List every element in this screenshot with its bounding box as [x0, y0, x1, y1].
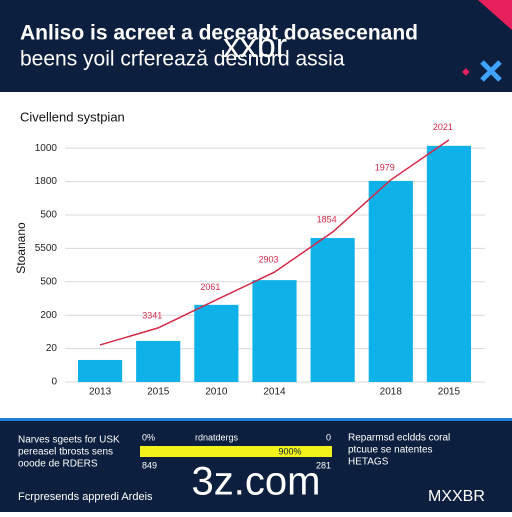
y-axis-label: Stoanano — [14, 222, 28, 274]
x-tick-label: 2013 — [89, 387, 112, 398]
line — [99, 139, 450, 346]
y-tick-label: 0 — [51, 377, 57, 388]
y-tick-label: 1800 — [35, 176, 58, 187]
corner-deco — [478, 0, 512, 30]
header-title: Anliso is acreet a deceabt doasecenand — [20, 22, 418, 45]
footer-text: 0 — [326, 432, 331, 442]
brand: MXXBR — [428, 488, 485, 505]
header-bg — [0, 0, 512, 92]
highlight-bar — [140, 446, 332, 457]
bar — [426, 145, 472, 382]
watermark: xxbr — [223, 27, 287, 65]
bar — [368, 180, 413, 382]
deco-dot: ◆ — [462, 67, 470, 78]
bar — [310, 238, 355, 382]
y-tick-label: 500 — [40, 276, 57, 287]
footer-text: 0% — [142, 432, 155, 442]
annotation: 3341 — [142, 310, 162, 320]
y-tick-label: 20 — [46, 343, 58, 354]
footer-text: pereasel tbrosts sens — [18, 447, 113, 458]
footer-text: 900% — [278, 446, 301, 456]
x-tick-label: 2014 — [263, 387, 286, 398]
y-tick-label: 1000 — [35, 143, 58, 154]
annotation: 1854 — [317, 214, 337, 224]
y-tick-label: 500 — [40, 210, 57, 221]
footer-text: rdnatdergs — [195, 432, 239, 442]
footer-text: ptcuue se natentes — [348, 445, 433, 456]
x-icon — [480, 60, 502, 82]
bar — [77, 359, 123, 382]
bar — [252, 280, 297, 382]
x-tick-label: 2018 — [380, 387, 403, 398]
y-tick-label: 5500 — [35, 243, 58, 254]
watermark: 3z.com — [192, 460, 321, 504]
annotation: 2021 — [433, 122, 453, 132]
footer-text: Fcrpresends appredi Ardeis — [18, 491, 153, 503]
header-title: beens yoil crferează desnord assia — [20, 48, 345, 71]
bar — [194, 304, 239, 382]
footer-text: 281 — [316, 460, 331, 470]
x-tick-label: 2015 — [147, 387, 170, 398]
annotation: 2903 — [258, 254, 278, 264]
x-tick-label: 2015 — [438, 387, 461, 398]
chart-title: Civellend systpian — [20, 109, 125, 124]
annotation: 1979 — [375, 162, 395, 172]
annotation: 2061 — [200, 282, 220, 292]
footer-bg — [0, 418, 512, 512]
footer-rule — [0, 418, 512, 421]
footer-text: HETAGS — [348, 457, 389, 468]
footer-text: Reparmsd ecldds coral — [348, 433, 450, 444]
bar — [136, 340, 181, 382]
footer-text: 849 — [142, 460, 157, 470]
footer-text: Narves sgeets for USK — [18, 435, 120, 446]
y-tick-label: 200 — [40, 310, 57, 321]
footer-text: ooode de RDERS — [18, 459, 98, 470]
x-tick-label: 2010 — [205, 387, 228, 398]
